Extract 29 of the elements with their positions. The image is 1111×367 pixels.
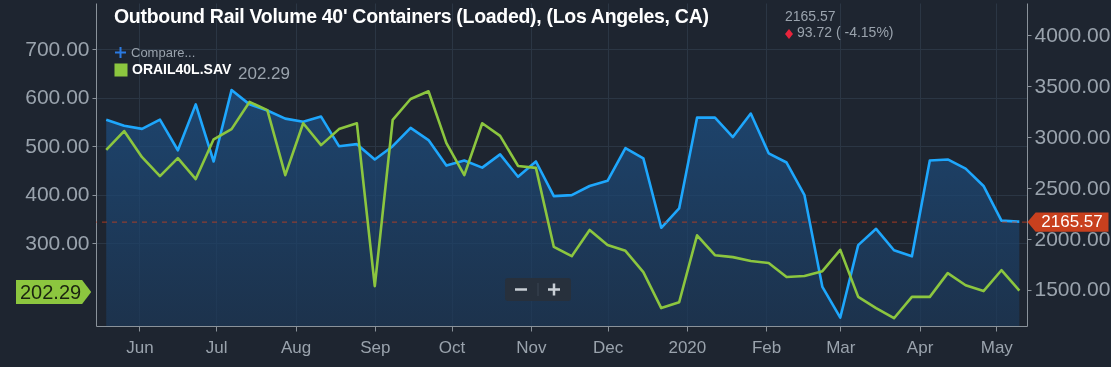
y-tick-label: 500.00 (25, 133, 90, 157)
x-tick-label: Mar (826, 337, 856, 357)
text: 202.29 (16, 280, 92, 304)
annotation: 2165.57 (785, 8, 836, 24)
x-tick-label: Jul (205, 337, 228, 357)
y-tick-label: 700.00 (25, 36, 90, 60)
legend-label: ORAIL40L.SAV (132, 61, 232, 77)
x-tick-label: Feb (751, 337, 782, 357)
x-tick-label: Oct (438, 337, 466, 357)
x-tick-label: Apr (906, 337, 934, 357)
x-tick-label: Aug (280, 337, 312, 357)
y-tick-label: 300.00 (25, 230, 90, 254)
x-tick-label: Dec (592, 337, 624, 357)
annotation: 202.29 (238, 64, 290, 84)
y2-tick-label: 2500.00 (1034, 175, 1111, 199)
y2-tick-label: 3000.00 (1034, 124, 1111, 148)
y2-tick-label: 1500.00 (1034, 277, 1111, 301)
y-tick-label: 600.00 (25, 85, 90, 109)
annotation: 93.72 ( -4.15%) (797, 24, 894, 40)
x-tick-label: Sep (360, 337, 391, 357)
x-tick-label: Jun (126, 337, 154, 357)
y-tick-label: 400.00 (25, 182, 90, 206)
chart-title: Outbound Rail Volume 40' Containers (Loaded), (Los Angeles, CA) (114, 5, 709, 28)
x-tick-label: May (980, 337, 1014, 357)
y2-tick-label: 4000.00 (1034, 22, 1111, 46)
y2-tick-label: 3500.00 (1034, 73, 1111, 97)
x-tick-label: Nov (516, 337, 547, 357)
x-tick-label: 2020 (668, 337, 707, 357)
annotation: Compare... (131, 45, 196, 60)
